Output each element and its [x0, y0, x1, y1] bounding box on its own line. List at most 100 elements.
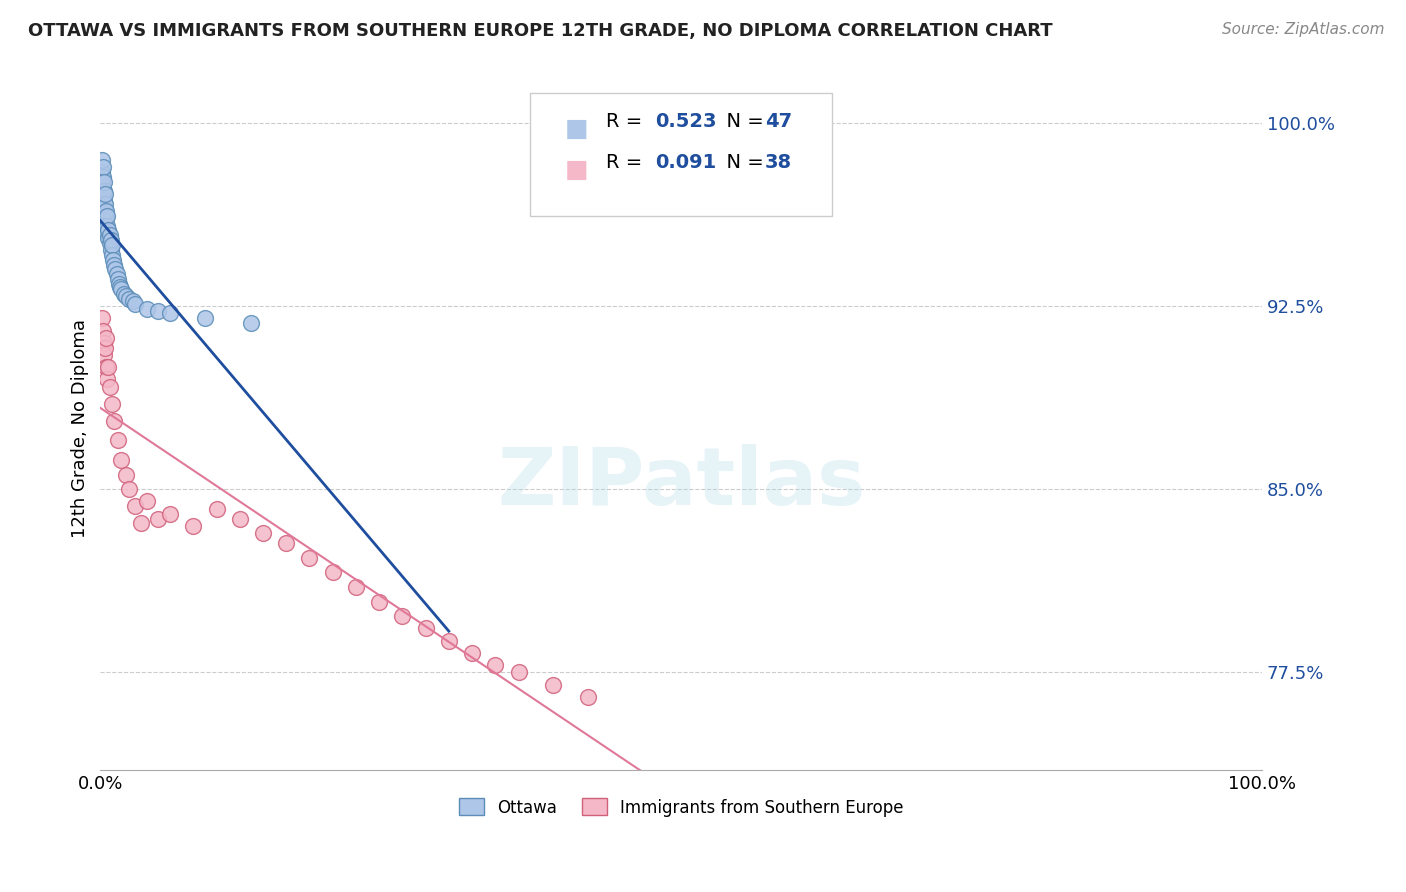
Point: [129, 516, 152, 531]
Point: [96, 372, 118, 386]
Point: [276, 536, 298, 550]
Point: [93, 194, 115, 208]
Text: R =: R =: [606, 153, 648, 172]
Point: [94, 206, 117, 220]
Text: 47: 47: [765, 112, 792, 131]
Point: [543, 677, 565, 691]
Point: [94, 186, 117, 201]
Point: [91, 169, 114, 184]
Point: [91, 185, 114, 199]
Point: [368, 594, 391, 608]
Point: [108, 277, 131, 292]
Text: ■: ■: [565, 117, 589, 141]
Point: [90, 311, 112, 326]
Point: [252, 526, 274, 541]
Point: [322, 566, 344, 580]
Point: [576, 690, 599, 704]
Point: [484, 658, 506, 673]
Point: [97, 231, 120, 245]
Point: [98, 228, 121, 243]
Point: [194, 311, 217, 326]
Point: [159, 306, 181, 320]
Point: [101, 248, 124, 262]
Point: [508, 665, 530, 680]
Point: [115, 289, 138, 303]
Point: [90, 177, 112, 191]
Point: [93, 185, 115, 199]
Legend: Ottawa, Immigrants from Southern Europe: Ottawa, Immigrants from Southern Europe: [451, 792, 910, 823]
Text: N =: N =: [714, 112, 769, 131]
Point: [101, 252, 124, 267]
Point: [96, 219, 118, 233]
Point: [148, 304, 170, 318]
Point: [93, 202, 115, 216]
Text: Source: ZipAtlas.com: Source: ZipAtlas.com: [1222, 22, 1385, 37]
Point: [96, 219, 118, 233]
Point: [205, 501, 228, 516]
Point: [100, 233, 122, 247]
Point: [101, 397, 124, 411]
Text: OTTAWA VS IMMIGRANTS FROM SOUTHERN EUROPE 12TH GRADE, NO DIPLOMA CORRELATION CHA: OTTAWA VS IMMIGRANTS FROM SOUTHERN EUROP…: [28, 22, 1053, 40]
Point: [148, 511, 170, 525]
Point: [96, 360, 118, 375]
Point: [107, 434, 129, 448]
Point: [94, 213, 117, 227]
Point: [135, 494, 157, 508]
Point: [91, 324, 114, 338]
Point: [96, 203, 118, 218]
Point: [93, 335, 115, 350]
Point: [97, 360, 120, 375]
Point: [110, 453, 132, 467]
Text: 38: 38: [765, 153, 792, 172]
Point: [118, 482, 141, 496]
Text: ZIPatlas: ZIPatlas: [496, 444, 865, 522]
Point: [437, 633, 460, 648]
Point: [93, 348, 115, 362]
Point: [96, 209, 118, 223]
Point: [90, 165, 112, 179]
Point: [94, 341, 117, 355]
Point: [415, 621, 437, 635]
Point: [229, 511, 252, 525]
Text: ■: ■: [565, 158, 589, 182]
Point: [103, 258, 125, 272]
Point: [104, 262, 127, 277]
Point: [94, 196, 117, 211]
Point: [240, 316, 263, 330]
Point: [112, 286, 135, 301]
Point: [107, 272, 129, 286]
Point: [93, 175, 115, 189]
Point: [96, 226, 118, 240]
FancyBboxPatch shape: [530, 93, 832, 216]
Point: [103, 414, 125, 428]
Text: 0.523: 0.523: [655, 112, 717, 131]
Point: [118, 292, 141, 306]
Point: [101, 238, 124, 252]
Point: [124, 500, 146, 514]
Point: [461, 646, 484, 660]
Y-axis label: 12th Grade, No Diploma: 12th Grade, No Diploma: [72, 318, 89, 538]
Point: [105, 268, 128, 282]
Point: [122, 294, 145, 309]
Point: [108, 279, 131, 293]
Point: [115, 467, 138, 482]
Point: [110, 282, 132, 296]
Point: [159, 507, 181, 521]
Point: [96, 211, 118, 226]
Point: [96, 331, 118, 345]
Point: [98, 379, 121, 393]
Text: N =: N =: [714, 153, 769, 172]
Point: [91, 160, 114, 174]
Point: [100, 243, 122, 257]
Text: R =: R =: [606, 112, 648, 131]
Point: [97, 223, 120, 237]
Point: [181, 519, 204, 533]
Point: [90, 153, 112, 167]
Point: [98, 235, 121, 250]
Text: 0.091: 0.091: [655, 153, 717, 172]
Point: [298, 550, 321, 565]
Point: [124, 296, 146, 310]
Point: [91, 189, 114, 203]
Point: [391, 609, 413, 624]
Point: [135, 301, 157, 316]
